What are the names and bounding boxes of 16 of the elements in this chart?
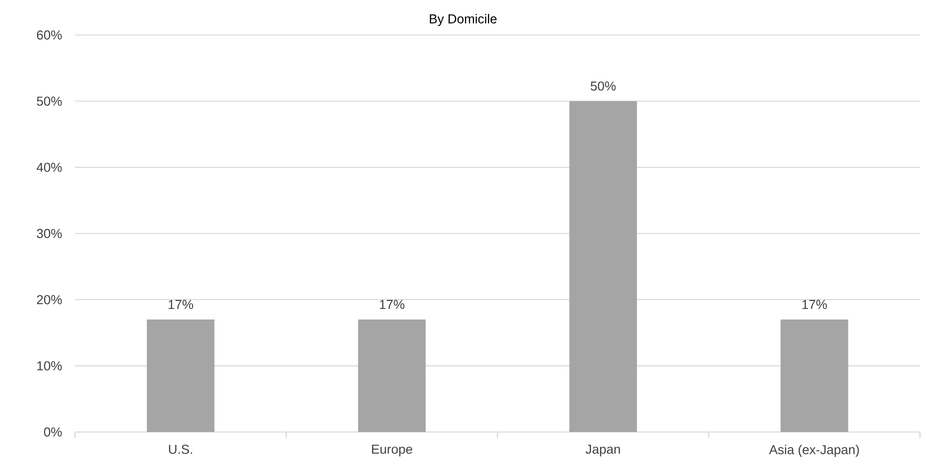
y-tick-label: 30% xyxy=(36,228,62,238)
y-tick-label: 20% xyxy=(36,295,62,304)
data-label: 17% xyxy=(380,300,404,309)
x-tick-label: Japan xyxy=(586,444,620,456)
chart-title: By Domicile xyxy=(430,14,497,26)
y-tick-label: 50% xyxy=(36,96,62,106)
data-label: 17% xyxy=(802,300,827,309)
y-tick-label: 0% xyxy=(44,427,62,437)
x-tick-label: U.S. xyxy=(169,444,192,454)
data-label: 17% xyxy=(168,300,194,309)
data-label: 50% xyxy=(590,81,616,91)
x-tick-label: Europe xyxy=(372,444,412,456)
y-tick-label: 60% xyxy=(36,30,62,40)
x-tick-label: Asia (ex-Japan) xyxy=(769,444,859,457)
y-tick-label: 40% xyxy=(36,162,62,172)
y-tick-label: 10% xyxy=(37,361,62,370)
